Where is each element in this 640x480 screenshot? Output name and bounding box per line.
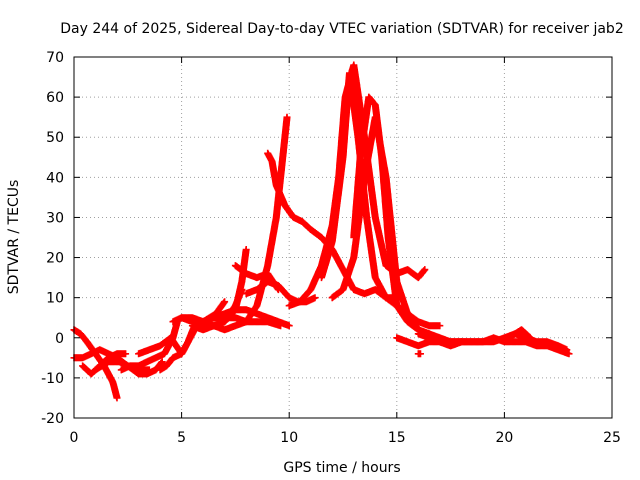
series-sat22	[505, 326, 534, 342]
y-axis-label: SDTVAR / TECUs	[6, 180, 22, 295]
data-point	[526, 334, 534, 342]
y-tick-label: 60	[46, 90, 64, 106]
plot-frame	[73, 56, 613, 419]
data-point	[145, 366, 153, 374]
y-tick-label: 0	[55, 331, 64, 347]
data-point	[285, 322, 293, 330]
series-sat23	[414, 350, 424, 358]
y-tick-label: 30	[46, 210, 64, 226]
data-point	[311, 294, 319, 302]
data-point	[122, 350, 130, 358]
data-point	[417, 350, 424, 358]
x-tick-label: 5	[177, 430, 186, 446]
y-tick-label: 10	[46, 291, 64, 307]
data-point	[158, 358, 166, 366]
x-axis-label: GPS time / hours	[283, 460, 400, 476]
data-point	[565, 350, 573, 358]
data-point	[221, 298, 229, 306]
series-sat21	[414, 330, 573, 358]
data-point	[242, 246, 250, 253]
x-tick-label: 0	[70, 430, 79, 446]
axis-ticks: 0 5 10 15 20 25 -20 -10 0 10 20 30 40 50 60 70	[41, 50, 621, 446]
y-tick-label: 50	[46, 130, 64, 146]
y-tick-label: 20	[46, 251, 64, 267]
chart-title: Day 244 of 2025, Sidereal Day-to-day VTE…	[60, 21, 623, 37]
x-tick-label: 25	[603, 430, 621, 446]
y-tick-label: 40	[46, 170, 64, 186]
x-tick-label: 10	[280, 430, 298, 446]
series-sat6	[156, 298, 229, 374]
data-series	[70, 61, 573, 402]
data-point	[421, 266, 429, 274]
data-point	[113, 394, 121, 402]
x-tick-label: 20	[495, 430, 513, 446]
x-tick-label: 15	[388, 430, 406, 446]
y-tick-label: 70	[46, 50, 64, 66]
data-point	[283, 113, 291, 121]
series-sat7	[117, 318, 181, 374]
y-tick-label: -10	[41, 371, 64, 387]
y-tick-label: -20	[41, 411, 64, 427]
data-point	[436, 322, 444, 330]
